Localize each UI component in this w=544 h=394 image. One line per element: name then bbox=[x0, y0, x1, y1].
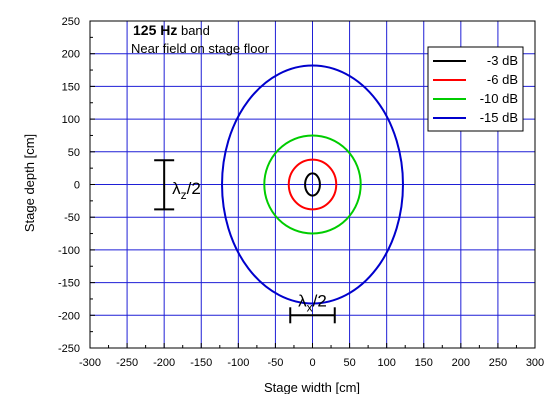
dimension-label: λx/2 bbox=[298, 291, 327, 314]
x-tick-label: 250 bbox=[489, 357, 507, 369]
x-axis-label: Stage width [cm] bbox=[264, 380, 360, 394]
legend-label: -6 dB bbox=[487, 72, 518, 87]
y-tick-label: 200 bbox=[62, 49, 80, 61]
dimension-subscript: z bbox=[181, 188, 187, 202]
x-tick-label: -250 bbox=[116, 357, 138, 369]
x-tick-label: 150 bbox=[415, 357, 433, 369]
x-tick-label: -300 bbox=[79, 357, 101, 369]
contour-2 bbox=[287, 158, 338, 211]
y-axis-label: Stage depth [cm] bbox=[22, 134, 37, 232]
x-tick-label: -50 bbox=[267, 357, 283, 369]
annotations: λz/2λx/2 bbox=[154, 159, 336, 324]
legend: -3 dB -6 dB -10 dB -15 dB bbox=[427, 46, 524, 132]
chart-subtitle: Near field on stage floor bbox=[131, 41, 270, 56]
y-tick-label: 250 bbox=[62, 16, 80, 28]
dimension-suffix: /2 bbox=[187, 179, 201, 198]
x-tick-label: 50 bbox=[343, 357, 355, 369]
y-tick-label: -200 bbox=[58, 310, 80, 322]
x-tick-label: 300 bbox=[526, 357, 544, 369]
legend-label: -10 dB bbox=[480, 91, 518, 106]
y-tick-label: -250 bbox=[58, 343, 80, 355]
y-tick-label: 100 bbox=[62, 114, 80, 126]
ticks: -300 -250 -200 -150 -100 -50 0 50 100 150 200 250 30… bbox=[58, 16, 544, 369]
y-tick-label: 50 bbox=[68, 147, 80, 159]
x-tick-label: -100 bbox=[227, 357, 249, 369]
x-tick-label: 100 bbox=[377, 357, 395, 369]
x-tick-label: 0 bbox=[309, 357, 315, 369]
legend-label: -15 dB bbox=[480, 110, 518, 125]
dimension-symbol: λ bbox=[172, 179, 181, 198]
dimension-subscript: x bbox=[307, 300, 313, 314]
curves bbox=[221, 64, 404, 305]
legend-label: -3 dB bbox=[487, 53, 518, 68]
contour-3 bbox=[263, 134, 362, 235]
dimension-suffix: /2 bbox=[313, 291, 327, 310]
contour-1 bbox=[304, 172, 321, 197]
chart-title-bold: 125 Hz bbox=[133, 22, 177, 38]
x-tick-label: -150 bbox=[190, 357, 212, 369]
dimension-symbol: λ bbox=[298, 291, 307, 310]
chart-title: 125 Hz band bbox=[133, 22, 210, 38]
y-tick-label: 150 bbox=[62, 81, 80, 93]
dimension-label: λz/2 bbox=[172, 179, 201, 202]
chart-title-rest: band bbox=[177, 23, 210, 38]
y-tick-label: -100 bbox=[58, 245, 80, 257]
y-tick-label: -150 bbox=[58, 278, 80, 290]
y-tick-label: 0 bbox=[74, 180, 80, 192]
x-tick-label: -200 bbox=[153, 357, 175, 369]
y-tick-label: -50 bbox=[64, 212, 80, 224]
x-tick-label: 200 bbox=[452, 357, 470, 369]
contour-4 bbox=[221, 64, 404, 305]
